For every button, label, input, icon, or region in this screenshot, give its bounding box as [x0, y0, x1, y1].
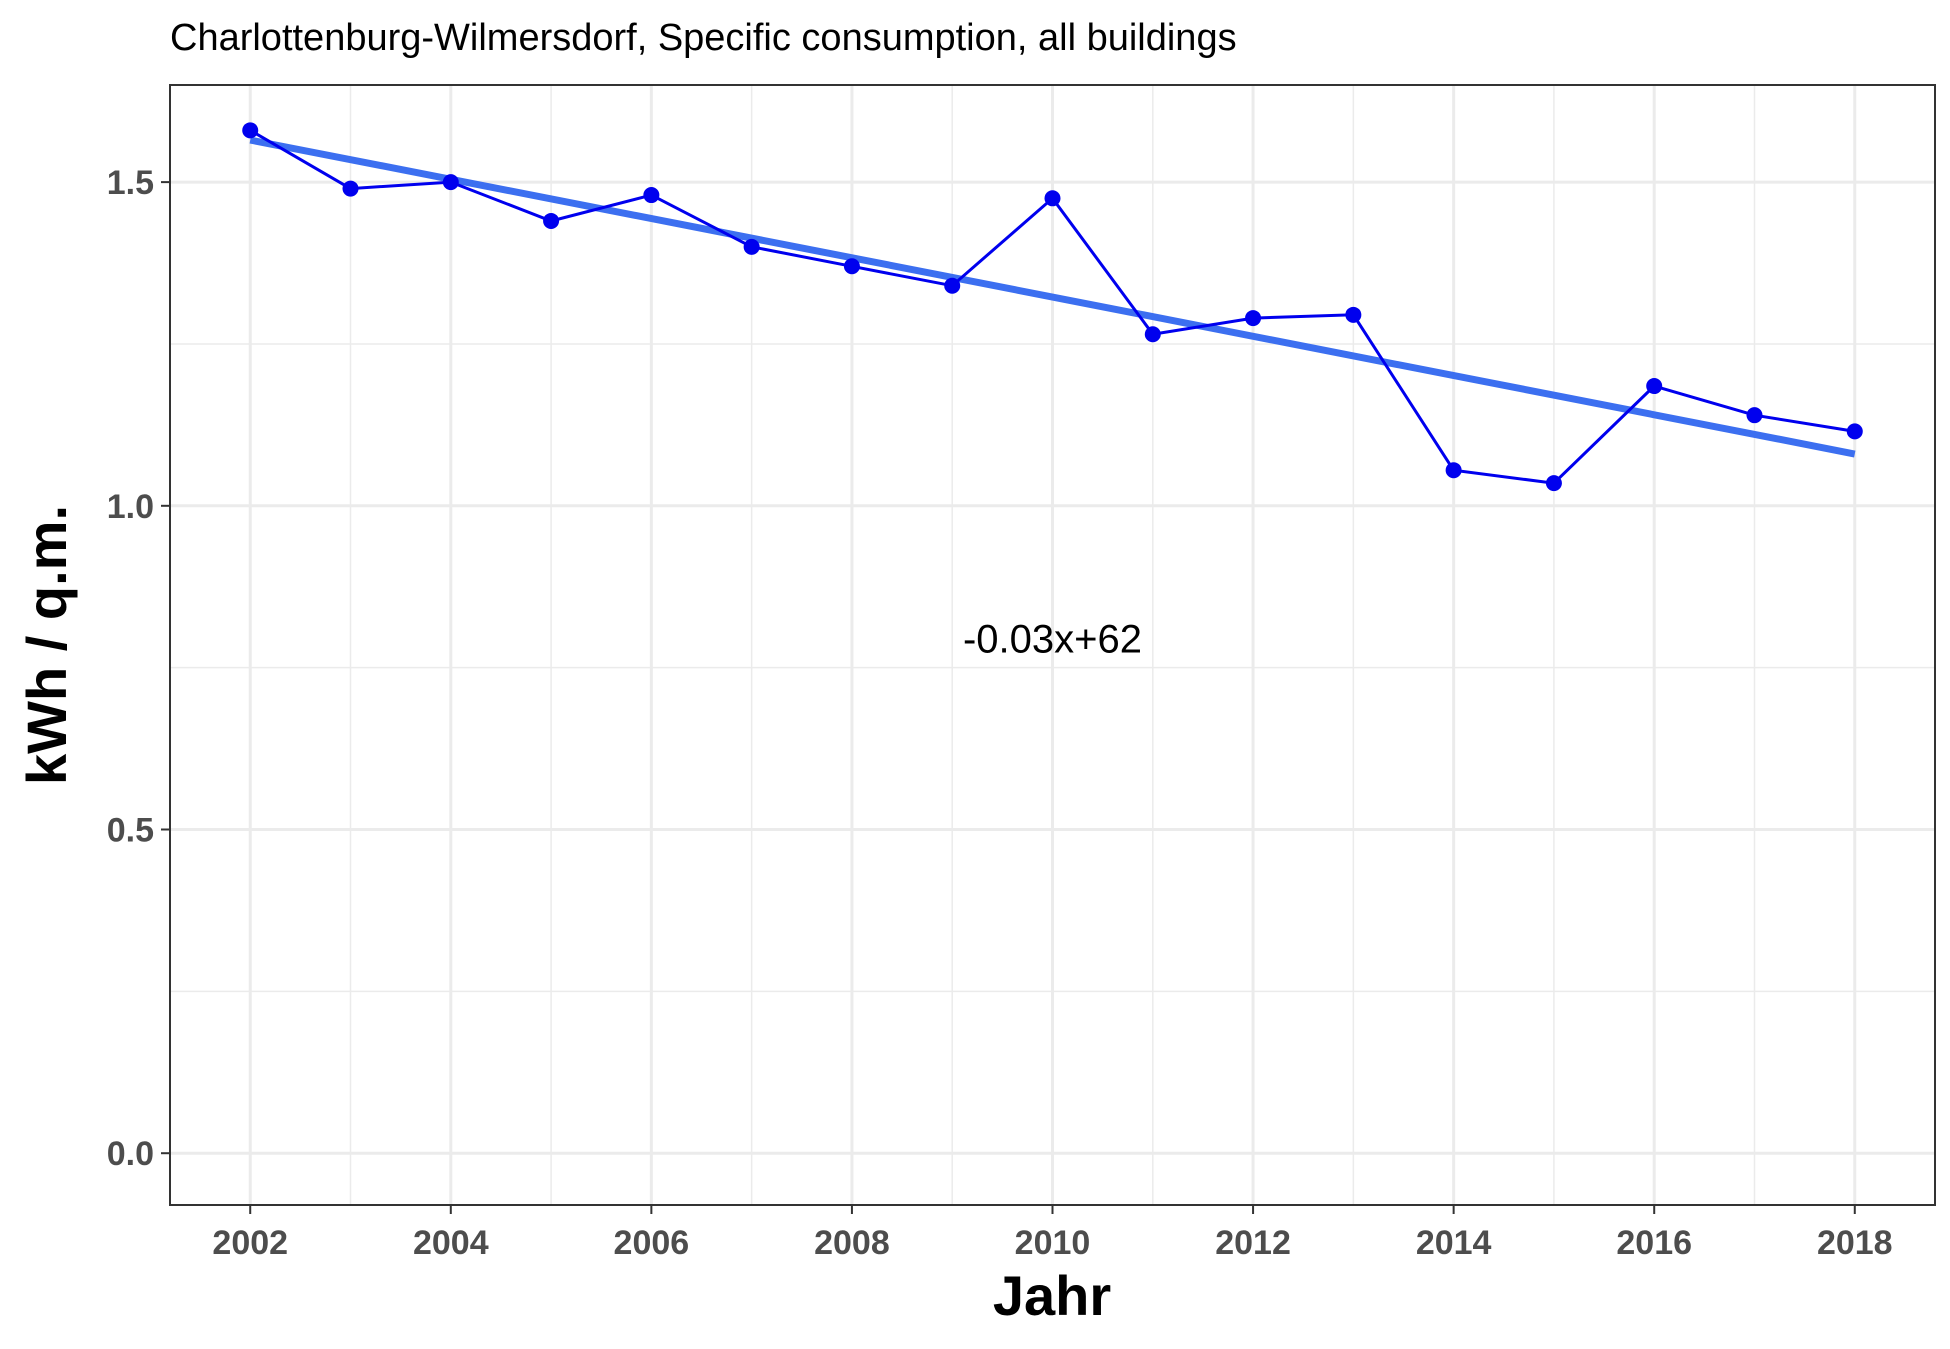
data-point: [1144, 326, 1161, 343]
y-tick-label: 0.5: [107, 812, 154, 850]
x-axis-ticks: 2002 2004 2006 2008 2010 2012 2014 2016 2018: [212, 1205, 1893, 1262]
data-points: [242, 122, 1863, 492]
data-point: [944, 277, 961, 294]
data-point: [743, 238, 760, 255]
x-axis-title: Jahr: [993, 1264, 1111, 1327]
trend-line-layer: [249, 136, 1856, 458]
x-tick-label: 2006: [614, 1224, 690, 1262]
x-tick-label: 2010: [1015, 1224, 1091, 1262]
x-tick-label: 2014: [1416, 1224, 1492, 1262]
data-point: [843, 258, 860, 275]
trend-line: [249, 136, 1856, 458]
data-point: [442, 174, 459, 191]
y-axis-ticks: 0.0 0.5 1.0 1.5: [107, 164, 170, 1173]
trend-equation-annotation: -0.03x+62: [963, 618, 1142, 662]
chart-title: Charlottenburg-Wilmersdorf, Specific con…: [170, 17, 1237, 59]
data-point: [1044, 190, 1061, 207]
data-point: [1746, 407, 1763, 424]
data-point: [242, 122, 259, 139]
x-tick-label: 2008: [814, 1224, 890, 1262]
data-point: [1445, 462, 1462, 479]
y-axis-title: kWh / q.m.: [15, 505, 78, 785]
data-point: [1345, 306, 1362, 323]
data-point: [1245, 310, 1262, 327]
data-point: [643, 187, 660, 204]
y-tick-label: 1.5: [107, 164, 154, 202]
x-tick-label: 2004: [413, 1224, 489, 1262]
y-tick-label: 0.0: [107, 1135, 154, 1173]
x-tick-label: 2018: [1817, 1224, 1893, 1262]
data-point: [1646, 378, 1663, 395]
data-point: [543, 212, 560, 229]
data-point: [342, 180, 359, 197]
data-point: [1846, 423, 1863, 440]
y-tick-label: 1.0: [107, 488, 154, 526]
major-gridlines: [170, 85, 1935, 1205]
data-point: [1545, 475, 1562, 492]
x-tick-label: 2016: [1616, 1224, 1692, 1262]
x-tick-label: 2012: [1215, 1224, 1291, 1262]
x-tick-label: 2002: [212, 1224, 288, 1262]
